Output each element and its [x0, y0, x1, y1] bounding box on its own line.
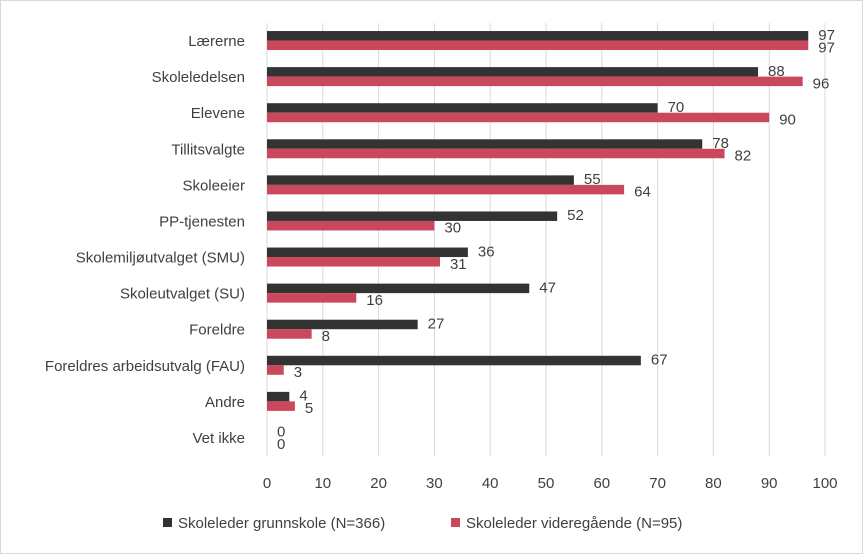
data-label: 30	[444, 220, 461, 237]
data-label: 5	[305, 400, 313, 417]
bar-s2-tillitsvalgte	[267, 148, 725, 159]
data-label: 27	[428, 315, 445, 332]
category-label-lærerne: Lærerne	[188, 33, 245, 50]
bar-s1-tillitsvalgte	[267, 139, 703, 149]
x-tick-label: 100	[812, 475, 837, 492]
x-tick-label: 40	[482, 475, 499, 492]
category-label-tillitsvalgte: Tillitsvalgte	[171, 141, 245, 158]
bar-s2-foreldres-arbeidsutvalg-fau	[267, 365, 284, 375]
data-label: 0	[277, 424, 285, 441]
category-label-pp-tjenesten: PP-tjenesten	[159, 213, 245, 230]
x-tick-label: 50	[538, 475, 555, 492]
data-label: 64	[634, 184, 651, 201]
bar-s1-skolemiljøutvalget-smu	[267, 247, 468, 258]
x-axis-ticks: 0 10 20 30 40 50 60 70 80 90 100	[263, 475, 838, 492]
data-label: 67	[651, 352, 668, 369]
bar-s2-andre	[267, 401, 295, 411]
bar-s1-skoleledelsen	[267, 67, 759, 77]
category-label-foreldre: Foreldre	[189, 322, 245, 339]
bar-s2-skolemiljøutvalget-smu	[267, 257, 440, 267]
bar-s2-skoleutvalget-su	[267, 293, 357, 303]
x-tick-label: 60	[593, 475, 610, 492]
legend-swatch-1	[163, 518, 172, 527]
category-label-skoleledelsen: Skoleledelsen	[152, 69, 245, 86]
category-label-elevene: Elevene	[191, 105, 245, 122]
bar-s2-skoleeier	[267, 184, 625, 195]
category-label-andre: Andre	[205, 394, 245, 411]
bar-s1-skoleutvalget-su	[267, 283, 530, 294]
data-label: 97	[818, 39, 835, 56]
category-label-foreldres-arbeidsutvalg-fau: Foreldres arbeidsutvalg (FAU)	[45, 358, 245, 375]
data-label: 70	[668, 99, 685, 116]
bar-s1-lærerne	[267, 31, 809, 41]
bar-s1-foreldres-arbeidsutvalg-fau	[267, 355, 641, 366]
data-label: 96	[813, 75, 830, 92]
legend-label-1: Skoleleder grunnskole (N=366)	[178, 515, 385, 532]
data-label: 4	[299, 388, 307, 405]
data-label: 36	[478, 243, 495, 260]
gridlines	[266, 23, 826, 456]
x-tick-label: 10	[314, 475, 331, 492]
bar-s1-pp-tjenesten	[267, 211, 558, 221]
data-label: 55	[584, 171, 601, 188]
data-label: 0	[277, 436, 285, 453]
legend: Skoleleder grunnskole (N=366) Skoleleder …	[163, 515, 682, 532]
data-label: 47	[539, 279, 556, 296]
legend-label-2: Skoleleder videregående (N=95)	[466, 515, 682, 532]
data-label: 97	[818, 27, 835, 44]
category-label-skolemiljøutvalget-smu: Skolemiljøutvalget (SMU)	[76, 250, 245, 267]
data-label: 82	[735, 148, 752, 165]
x-tick-label: 70	[649, 475, 666, 492]
data-label: 88	[768, 63, 785, 80]
x-tick-label: 30	[426, 475, 443, 492]
category-label-skoleeier: Skoleeier	[182, 177, 245, 194]
data-label: 8	[322, 328, 330, 345]
x-tick-label: 80	[705, 475, 722, 492]
bar-s2-pp-tjenesten	[267, 220, 435, 231]
data-label: 78	[712, 135, 729, 152]
bar-s1-elevene	[267, 103, 658, 113]
data-label: 3	[294, 364, 302, 381]
bar-s2-foreldre	[267, 329, 312, 339]
category-labels: Lærerne Skoleledelsen Elevene Tillitsvalgte…	[45, 33, 245, 447]
bars	[267, 31, 809, 411]
data-label: 31	[450, 256, 467, 273]
bar-s1-andre	[267, 391, 290, 402]
bar-s2-elevene	[267, 112, 770, 123]
bar-s1-foreldre	[267, 319, 418, 330]
category-label-vet-ikke: Vet ikke	[192, 430, 245, 447]
x-tick-label: 90	[761, 475, 778, 492]
data-label: 16	[366, 292, 383, 309]
x-tick-label: 20	[370, 475, 387, 492]
bar-s1-skoleeier	[267, 175, 574, 185]
bar-s2-lærerne	[267, 40, 809, 51]
legend-swatch-2	[451, 518, 460, 527]
category-label-skoleutvalget-su: Skoleutvalget (SU)	[120, 286, 245, 303]
x-tick-label: 0	[263, 475, 271, 492]
bar-s2-skoleledelsen	[267, 76, 803, 87]
data-label: 90	[779, 111, 796, 128]
data-label: 52	[567, 207, 584, 224]
